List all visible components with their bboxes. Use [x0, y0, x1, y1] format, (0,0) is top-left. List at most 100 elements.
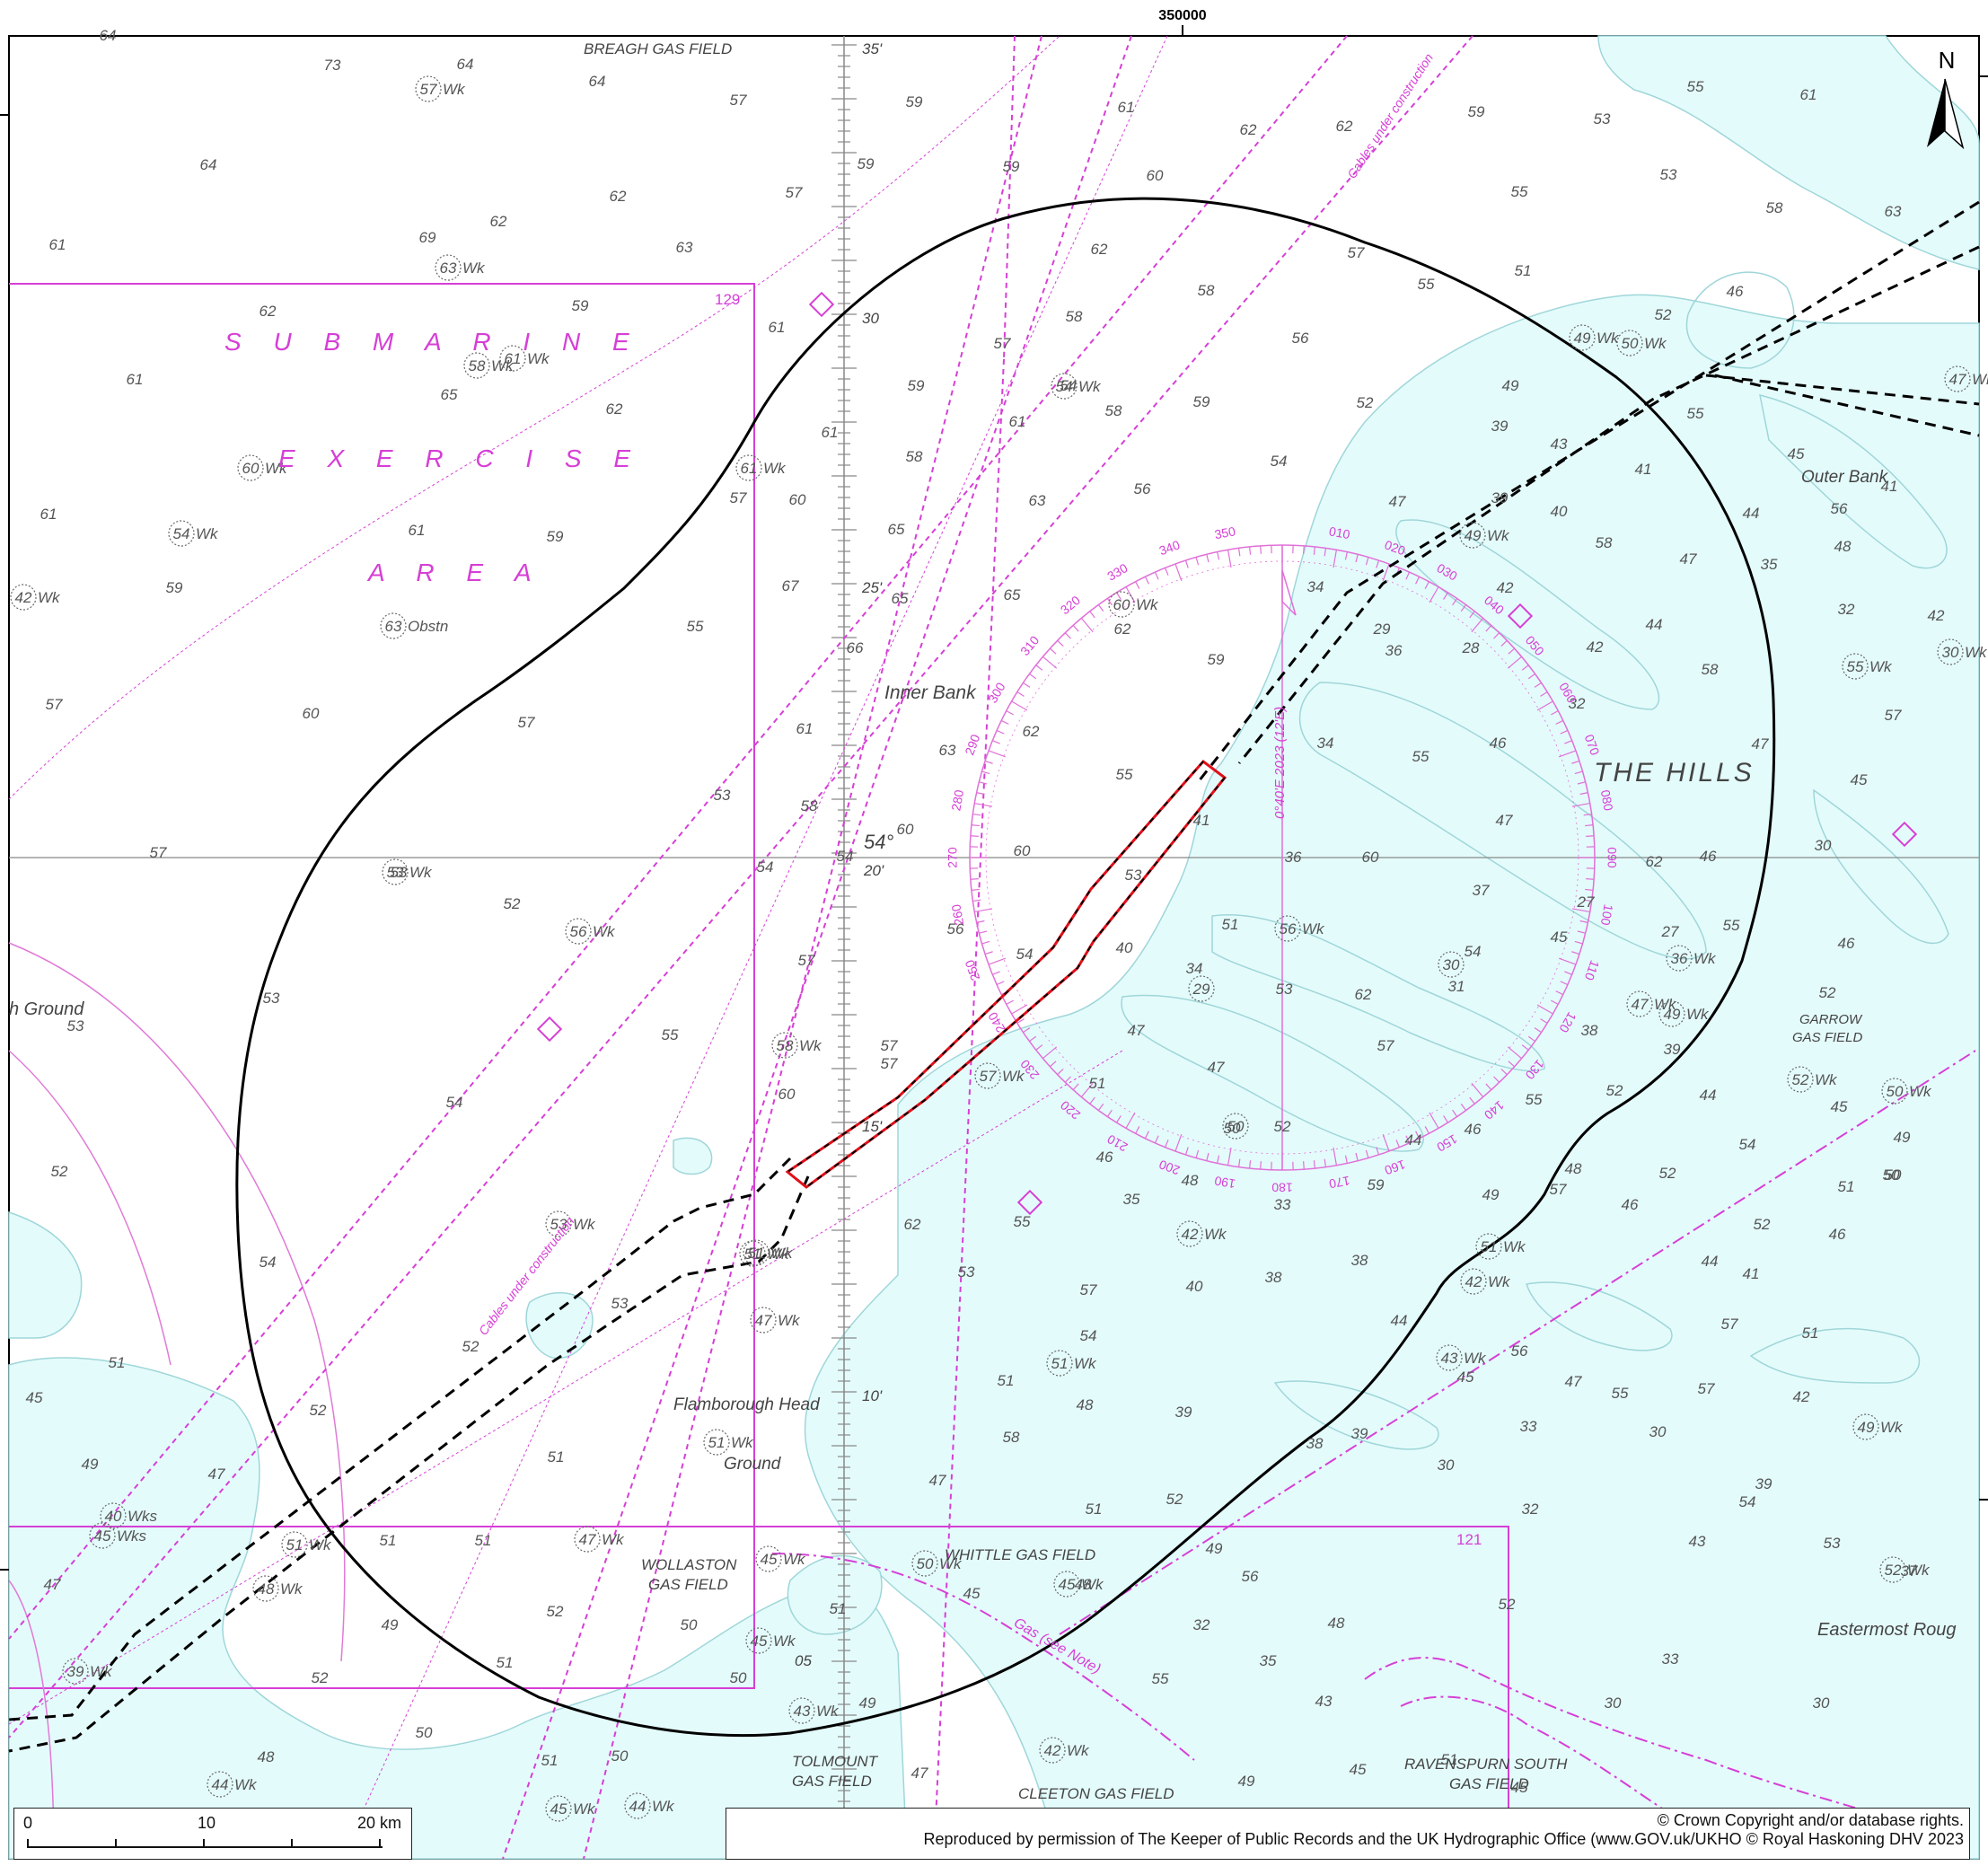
depth-sounding: 58: [1702, 661, 1719, 678]
depth-sounding: 51: [1838, 1178, 1855, 1195]
svg-text:63: 63: [385, 618, 402, 635]
depth-sounding: 49: [859, 1694, 876, 1712]
svg-text:60: 60: [242, 460, 259, 477]
svg-text:49: 49: [1465, 527, 1482, 544]
svg-text:Wk: Wk: [652, 1798, 675, 1815]
depth-sounding: 53: [1276, 981, 1293, 998]
depth-sounding: 57: [1348, 244, 1365, 261]
svg-text:54: 54: [173, 525, 190, 542]
depth-sounding: 59: [166, 579, 183, 596]
circled-sounding: 54 Wk: [168, 520, 219, 547]
the-hills-label: THE HILLS: [1594, 758, 1755, 788]
depth-sounding: 59: [906, 93, 923, 110]
svg-text:49: 49: [1664, 1006, 1681, 1023]
svg-text:44: 44: [629, 1798, 647, 1815]
depth-sounding: 61: [796, 720, 814, 737]
depth-sounding: 52: [1819, 984, 1836, 1001]
depth-sounding: 57: [1550, 1181, 1567, 1198]
svg-text:51: 51: [1051, 1355, 1069, 1372]
lat-05: 05: [795, 1652, 812, 1669]
depth-sounding: 49: [82, 1456, 99, 1473]
depth-sounding: 31: [1448, 978, 1465, 995]
svg-text:56: 56: [570, 923, 587, 940]
svg-text:Wk: Wk: [778, 1312, 801, 1329]
svg-text:45: 45: [550, 1800, 567, 1818]
circled-sounding: 29: [1188, 975, 1215, 1002]
depth-sounding: 41: [1635, 461, 1652, 478]
circled-sounding: 58 Wk: [771, 1032, 822, 1059]
depth-sounding: 59: [547, 528, 564, 545]
depth-sounding: 51: [541, 1752, 559, 1769]
svg-text:51: 51: [286, 1536, 303, 1554]
circled-sounding: 47 Wk: [574, 1526, 625, 1553]
svg-text:Wk: Wk: [1654, 996, 1677, 1013]
svg-text:56: 56: [1280, 920, 1297, 937]
svg-text:Wk: Wk: [1002, 1068, 1025, 1085]
svg-text:63: 63: [440, 260, 457, 277]
depth-sounding: 45: [1551, 929, 1568, 946]
depth-sounding: 55: [1511, 183, 1528, 200]
depth-sounding: 57: [730, 92, 747, 109]
circled-sounding: 47 Wk: [750, 1307, 801, 1333]
depth-sounding: 54: [837, 848, 854, 865]
depth-sounding: 48: [1565, 1160, 1582, 1177]
outer-bank-label: Outer Bank: [1801, 468, 1889, 487]
depth-sounding: 65: [441, 386, 458, 403]
svg-text:43: 43: [794, 1703, 811, 1720]
svg-text:Wk: Wk: [1078, 378, 1102, 395]
depth-sounding: 73: [324, 57, 341, 74]
depth-sounding: 53: [67, 1017, 84, 1034]
svg-text:Wk: Wk: [491, 357, 515, 374]
depth-sounding: 50: [1883, 1166, 1900, 1184]
svg-text:Wk: Wk: [1081, 1576, 1104, 1593]
depth-sounding: 57: [1721, 1316, 1738, 1333]
depth-sounding: 57: [1885, 707, 1902, 724]
depth-sounding: 51: [380, 1532, 397, 1549]
depth-sounding: 52: [1655, 306, 1672, 323]
scale-0: 0: [23, 1814, 33, 1832]
tolmount-gas-label: GAS FIELD: [792, 1773, 872, 1790]
depth-sounding: 48: [1328, 1615, 1345, 1632]
area-label: A R E A: [366, 559, 544, 586]
circled-sounding: 60 Wk: [1108, 591, 1159, 618]
depth-sounding: 38: [1306, 1435, 1324, 1452]
svg-text:50: 50: [917, 1555, 934, 1572]
depth-sounding: 52: [1754, 1216, 1771, 1233]
svg-text:49: 49: [1574, 330, 1591, 347]
depth-sounding: 64: [457, 56, 474, 73]
depth-sounding: 62: [259, 303, 277, 320]
svg-text:Wk: Wk: [783, 1551, 806, 1568]
depth-sounding: 49: [1502, 377, 1519, 394]
svg-text:Wk: Wk: [770, 1245, 794, 1262]
depth-sounding: 58: [1766, 199, 1783, 216]
lat-10: 10': [862, 1387, 883, 1404]
depth-sounding: 51: [497, 1654, 514, 1671]
inner-bank-label: Inner Bank: [884, 682, 977, 703]
depth-sounding: 61: [40, 506, 57, 523]
depth-sounding: 43: [1689, 1533, 1706, 1550]
depth-sounding: 62: [610, 188, 627, 205]
breagh-label: BREAGH GAS FIELD: [584, 40, 732, 57]
flamborough-label: Flamborough Head: [673, 1395, 821, 1414]
circled-sounding: 53 Wk: [545, 1210, 596, 1237]
depth-sounding: 57: [46, 696, 63, 713]
depth-sounding: 54: [1465, 943, 1482, 960]
depth-sounding: 30: [1605, 1694, 1622, 1712]
circled-sounding: 51 Wk: [743, 1239, 794, 1266]
circled-sounding: 42 Wk: [1460, 1268, 1511, 1295]
depth-sounding: 49: [1206, 1540, 1223, 1557]
depth-sounding: 60: [1014, 842, 1031, 859]
depth-sounding: 62: [1240, 121, 1257, 138]
svg-text:Wk: Wk: [443, 81, 466, 98]
depth-sounding: 50: [611, 1747, 629, 1765]
circled-sounding: 63 Obstn: [380, 612, 448, 639]
circled-sounding: 61 Wk: [499, 345, 550, 372]
ravenspurn-gas-label: GAS FIELD: [1449, 1775, 1529, 1792]
copyright-line-1: © Crown Copyright and/or database rights…: [1657, 1811, 1964, 1829]
svg-text:Wk: Wk: [1907, 1562, 1931, 1579]
depth-sounding: 46: [1096, 1149, 1113, 1166]
circled-sounding: 51 Wk: [703, 1429, 754, 1456]
wollaston-gas-label: GAS FIELD: [648, 1576, 728, 1593]
rose-label: 340: [1157, 537, 1183, 558]
